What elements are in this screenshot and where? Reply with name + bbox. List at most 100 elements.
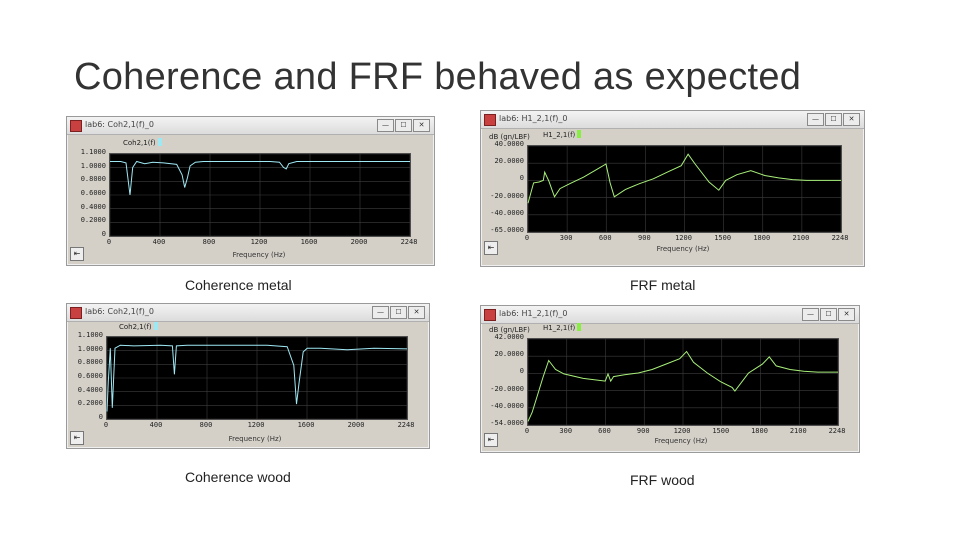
y-tick-label: -54.0000 (490, 419, 524, 427)
x-tick-label: 800 (199, 421, 213, 429)
y-tick-label: 20.0000 (494, 350, 524, 359)
legend-label: Coh2,1(f) (119, 323, 152, 331)
minimize-button[interactable]: — (372, 306, 389, 319)
x-tick-label: 1800 (753, 234, 771, 242)
chart-svg (106, 336, 408, 420)
y-tick-label: 0.2000 (80, 216, 106, 225)
x-tick-label: 600 (598, 234, 612, 242)
close-button[interactable]: ✕ (413, 119, 430, 132)
legend: Coh2,1(f) (123, 138, 162, 147)
y-tick-label: 1.1000 (80, 148, 106, 156)
chart-svg (527, 338, 839, 426)
x-tick-label: 900 (636, 427, 650, 435)
window-titlebar[interactable]: lab6: Coh2,1(f)_0 — ☐ ✕ (67, 117, 434, 135)
y-tick-label: 1.0000 (77, 344, 103, 353)
x-tick-label: 1200 (673, 427, 691, 435)
y-tick-label: -20.0000 (490, 384, 524, 393)
maximize-button[interactable]: ☐ (390, 306, 407, 319)
cursor-tool-icon[interactable]: ⇤ (484, 433, 498, 447)
y-axis-unit: dB (gn/LBF) (489, 326, 530, 334)
x-tick-label: 0 (103, 421, 109, 429)
x-tick-label: 2000 (350, 238, 368, 246)
legend-label: H1_2,1(f) (543, 131, 576, 139)
x-tick-label: 400 (152, 238, 166, 246)
x-tick-label: 800 (202, 238, 216, 246)
x-tick-label: 1500 (714, 234, 732, 242)
maximize-button[interactable]: ☐ (395, 119, 412, 132)
x-tick-label: 2248 (831, 234, 849, 242)
window-titlebar[interactable]: lab6: Coh2,1(f)_0 — ☐ ✕ (67, 304, 429, 322)
cursor-tool-icon[interactable]: ⇤ (484, 241, 498, 255)
coherence-plot-area[interactable] (109, 153, 411, 237)
x-axis-title: Frequency (Hz) (654, 437, 708, 445)
y-tick-label: 0.6000 (77, 372, 103, 380)
x-tick-label: 0 (524, 234, 530, 242)
x-tick-label: 2000 (347, 421, 365, 429)
window-title: lab6: H1_2,1(f)_0 (499, 114, 568, 123)
frf-plot-area[interactable] (527, 338, 839, 426)
y-tick-label: 0.8000 (80, 175, 106, 184)
frf-metal-window[interactable]: lab6: H1_2,1(f)_0 — ☐ ✕ dB (gn/LBF) H1_2… (480, 110, 865, 267)
x-tick-label: 0 (524, 427, 530, 435)
maximize-button[interactable]: ☐ (825, 113, 842, 126)
close-button[interactable]: ✕ (843, 113, 860, 126)
y-tick-label: 0.8000 (77, 358, 103, 367)
window-title: lab6: Coh2,1(f)_0 (85, 120, 154, 129)
y-tick-label: 0 (519, 174, 524, 183)
close-button[interactable]: ✕ (838, 308, 855, 321)
x-tick-label: 1200 (250, 238, 268, 246)
y-tick-label: 0 (101, 230, 106, 238)
minimize-button[interactable]: — (377, 119, 394, 132)
legend: H1_2,1(f) (543, 323, 582, 332)
y-tick-label: 20.0000 (494, 157, 524, 166)
caption-coherence-metal: Coherence metal (185, 277, 292, 293)
y-tick-label: 1.1000 (77, 331, 103, 339)
y-tick-label: 40.0000 (494, 140, 524, 148)
maximize-button[interactable]: ☐ (820, 308, 837, 321)
y-tick-label: 0.4000 (77, 385, 103, 394)
minimize-button[interactable]: — (802, 308, 819, 321)
app-icon (70, 307, 82, 319)
y-tick-label: 0 (98, 413, 103, 421)
coherence-plot-area[interactable] (106, 336, 408, 420)
window-titlebar[interactable]: lab6: H1_2,1(f)_0 — ☐ ✕ (481, 306, 859, 324)
x-tick-label: 2248 (828, 427, 846, 435)
window-title: lab6: H1_2,1(f)_0 (499, 309, 568, 318)
y-tick-label: 0.4000 (80, 202, 106, 211)
chart-svg (527, 145, 842, 233)
x-axis-title: Frequency (Hz) (228, 435, 282, 443)
minimize-button[interactable]: — (807, 113, 824, 126)
coherence-metal-window[interactable]: lab6: Coh2,1(f)_0 — ☐ ✕ Coh2,1(f) 1.1000… (66, 116, 435, 266)
chart-svg (109, 153, 411, 237)
cursor-tool-icon[interactable]: ⇤ (70, 431, 84, 445)
x-tick-label: 400 (149, 421, 163, 429)
cursor-tool-icon[interactable]: ⇤ (70, 247, 84, 261)
x-tick-label: 0 (106, 238, 112, 246)
y-tick-label: 42.0000 (494, 333, 524, 341)
legend-swatch (157, 138, 162, 146)
window-titlebar[interactable]: lab6: H1_2,1(f)_0 — ☐ ✕ (481, 111, 864, 129)
legend: H1_2,1(f) (543, 130, 582, 139)
x-axis-title: Frequency (Hz) (232, 251, 286, 259)
series-line (527, 153, 841, 204)
x-tick-label: 2248 (400, 238, 418, 246)
y-axis-unit: dB (gn/LBF) (489, 133, 530, 141)
close-button[interactable]: ✕ (408, 306, 425, 319)
coherence-wood-window[interactable]: lab6: Coh2,1(f)_0 — ☐ ✕ Coh2,1(f) 1.1000… (66, 303, 430, 449)
x-tick-label: 2100 (789, 427, 807, 435)
legend: Coh2,1(f) (119, 322, 158, 331)
x-tick-label: 1200 (675, 234, 692, 242)
caption-coherence-wood: Coherence wood (185, 469, 291, 485)
legend-label: H1_2,1(f) (543, 324, 576, 332)
y-tick-label: -20.0000 (490, 191, 524, 200)
legend-label: Coh2,1(f) (123, 139, 156, 147)
x-axis-title: Frequency (Hz) (656, 245, 710, 253)
frf-wood-window[interactable]: lab6: H1_2,1(f)_0 — ☐ ✕ dB (gn/LBF) H1_2… (480, 305, 860, 453)
legend-swatch (577, 130, 582, 138)
frf-plot-area[interactable] (527, 145, 842, 233)
y-tick-label: 1.0000 (80, 161, 106, 170)
x-tick-label: 1500 (712, 427, 730, 435)
series-line (106, 344, 408, 412)
app-icon (484, 309, 496, 321)
series-line (527, 350, 838, 422)
